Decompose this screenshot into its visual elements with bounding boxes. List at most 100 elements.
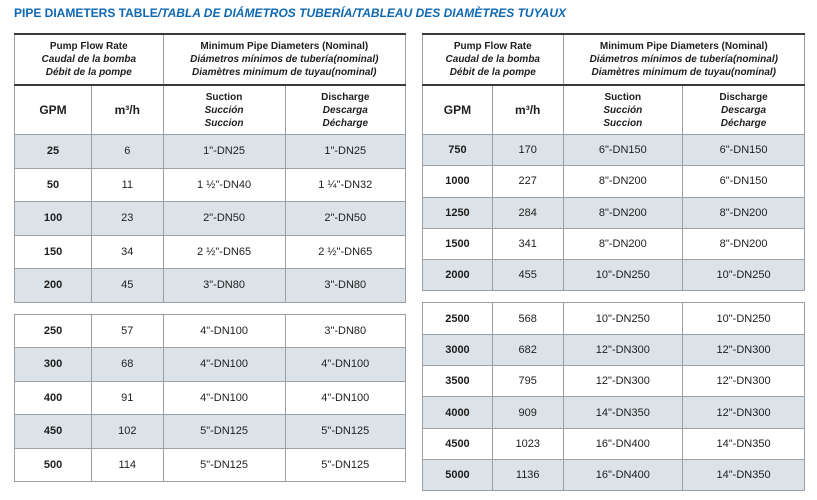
m3h-value: 227 [491, 165, 564, 198]
gpm-value: 200 [13, 268, 93, 303]
header-line-es: Diámetros mínimos de tubería(nominal) [190, 54, 379, 65]
discharge-value: 3"-DN80 [284, 314, 407, 348]
m3h-value: 57 [91, 314, 164, 348]
discharge-value: 14"-DN350 [682, 428, 805, 460]
discharge-value: 6"-DN150 [682, 135, 805, 167]
discharge-value: 6"-DN150 [682, 165, 805, 198]
gpm-value: 500 [13, 448, 93, 482]
table-header: Pump Flow Rate Caudal de la bomba Débit … [422, 33, 806, 135]
m3h-value: 284 [491, 197, 564, 229]
header-line-es: Succión [603, 104, 643, 116]
table-row: 50 11 1 ½"-DN40 1 ¼"-DN32 [13, 168, 407, 202]
header-line-en: Discharge [321, 91, 370, 103]
table-row: 450 102 5"-DN125 5"-DN125 [13, 414, 407, 449]
discharge-value: 12"-DN300 [682, 396, 805, 429]
gpm-value: 2500 [422, 302, 493, 335]
discharge-column-header: Discharge Descarga Décharge [284, 85, 407, 135]
min-pipe-diameters-header: Minimum Pipe Diameters (Nominal) Diámetr… [162, 34, 407, 86]
table-row: 2500 568 10"-DN250 10"-DN250 [422, 302, 805, 335]
suction-value: 16"-DN400 [562, 459, 684, 492]
suction-value: 14"-DN350 [562, 396, 684, 429]
page-title-en: PIPE DIAMETERS TABLE [14, 6, 158, 20]
discharge-value: 5"-DN125 [284, 414, 407, 449]
m3h-value: 68 [91, 347, 164, 382]
header-line-fr: Débit de la pompe [449, 67, 536, 78]
table-row: GPM m³/h Suction Succión Succion Dischar… [422, 85, 805, 135]
table-row: 3000 682 12"-DN300 12"-DN300 [422, 334, 805, 367]
m3h-value: 11 [91, 168, 164, 202]
section-gap [14, 303, 406, 314]
suction-value: 4"-DN100 [162, 381, 286, 415]
m3h-value: 341 [491, 228, 564, 261]
suction-column-header: Suction Succión Succion [162, 85, 286, 135]
header-line-en: Minimum Pipe Diameters (Nominal) [200, 41, 369, 52]
table-row: 2000 455 10"-DN250 10"-DN250 [422, 259, 805, 292]
header-line-fr: Décharge [322, 117, 369, 129]
m3h-value: 114 [91, 448, 164, 482]
suction-value: 1"-DN25 [162, 135, 286, 169]
table-row: 4000 909 14"-DN350 12"-DN300 [422, 396, 805, 429]
table-row: 1000 227 8"-DN200 6"-DN150 [422, 165, 805, 198]
table-row: 200 45 3"-DN80 3"-DN80 [13, 268, 407, 303]
m3h-value: 1023 [491, 428, 564, 460]
m3h-value: 795 [491, 365, 564, 398]
suction-value: 10"-DN250 [562, 259, 684, 292]
gpm-value: 750 [422, 135, 493, 167]
header-line-en: Pump Flow Rate [49, 41, 128, 52]
gpm-value: 1500 [422, 228, 493, 261]
gpm-value: 100 [13, 201, 93, 236]
pipe-table-low-flow: Pump Flow Rate Caudal de la bomba Débit … [13, 33, 407, 492]
header-line-fr: Succion [204, 117, 244, 129]
suction-value: 6"-DN150 [562, 135, 684, 167]
suction-value: 2 ½"-DN65 [162, 235, 286, 269]
gpm-value: 4000 [422, 396, 493, 429]
gpm-value: 5000 [422, 459, 493, 492]
pipe-table-high-flow: Pump Flow Rate Caudal de la bomba Débit … [422, 33, 806, 492]
header-line-en: Pump Flow Rate [453, 41, 532, 52]
header-line-es: Descarga [322, 104, 368, 116]
table-row: GPM m³/h Suction Succión Succion Dischar… [13, 85, 407, 135]
gpm-value: 150 [13, 235, 93, 269]
header-line-es: Caudal de la bomba [41, 54, 137, 65]
suction-value: 8"-DN200 [562, 165, 684, 198]
gpm-value: 4500 [422, 428, 493, 460]
table-row: 250 57 4"-DN100 3"-DN80 [13, 314, 407, 348]
section-gap [422, 291, 805, 302]
gpm-value: 1250 [422, 197, 493, 229]
suction-value: 8"-DN200 [562, 228, 684, 261]
gpm-value: 250 [13, 314, 93, 348]
tables-container: Pump Flow Rate Caudal de la bomba Débit … [13, 33, 806, 492]
discharge-value: 8"-DN200 [682, 228, 805, 261]
table-row: Pump Flow Rate Caudal de la bomba Débit … [422, 34, 806, 86]
m3h-value: 91 [91, 381, 164, 415]
table-row: 3500 795 12"-DN300 12"-DN300 [422, 365, 805, 398]
header-line-en: Suction [604, 91, 642, 103]
discharge-value: 12"-DN300 [682, 365, 805, 398]
discharge-value: 2 ½"-DN65 [284, 235, 407, 269]
gpm-value: 3000 [422, 334, 493, 367]
table-row: 750 170 6"-DN150 6"-DN150 [422, 135, 805, 167]
suction-value: 5"-DN125 [162, 448, 286, 482]
suction-value: 4"-DN100 [162, 347, 286, 382]
table-row: 500 114 5"-DN125 5"-DN125 [13, 448, 407, 482]
table-section-1: 750 170 6"-DN150 6"-DN150 1000 227 8"-DN… [422, 135, 805, 292]
table-row: 100 23 2"-DN50 2"-DN50 [13, 201, 407, 236]
pump-flow-rate-header: Pump Flow Rate Caudal de la bomba Débit … [422, 34, 564, 86]
gpm-value: 3500 [422, 365, 493, 398]
header-line-fr: Débit de la pompe [45, 67, 132, 78]
header-line-es: Descarga [721, 104, 767, 116]
m3h-value: 455 [491, 259, 564, 292]
discharge-value: 1"-DN25 [284, 135, 407, 169]
m3h-value: 23 [91, 201, 164, 236]
gpm-value: 450 [13, 414, 93, 449]
table-row: 5000 1136 16"-DN400 14"-DN350 [422, 459, 805, 492]
suction-value: 12"-DN300 [562, 334, 684, 367]
table-row: 25 6 1"-DN25 1"-DN25 [13, 135, 407, 169]
m3h-column-header: m³/h [91, 85, 164, 135]
suction-value: 12"-DN300 [562, 365, 684, 398]
discharge-value: 2"-DN50 [284, 201, 407, 236]
discharge-value: 10"-DN250 [682, 302, 805, 335]
header-line-es: Succión [204, 104, 244, 116]
header-line-en: Discharge [719, 91, 768, 103]
page-title-intl: /TABLA DE DIÁMETROS TUBERÍA/TABLEAU DES … [157, 6, 567, 20]
